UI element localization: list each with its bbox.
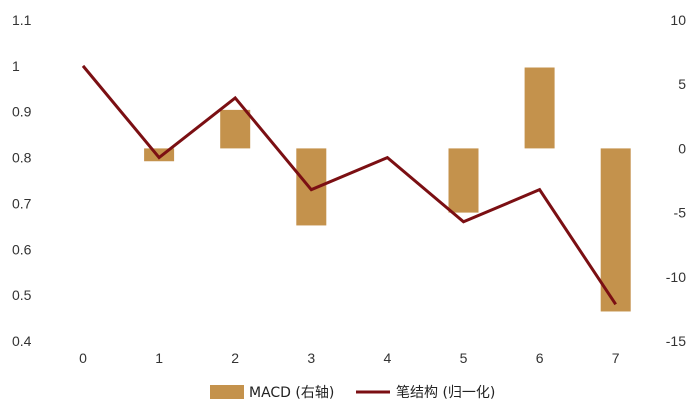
macd-bar-5 [448,148,479,213]
macd-bar-2 [220,109,251,149]
macd-bar-6 [524,67,555,149]
pen-structure-line [81,64,617,306]
x-tick-label: 0 [79,350,87,366]
right-tick-label: 10 [670,12,686,28]
right-tick-label: -5 [674,205,687,221]
left-axis-ticks: 0.4 0.5 0.6 0.7 0.8 0.9 1 1.1 [12,12,32,349]
left-tick-label: 1 [12,58,20,74]
legend: MACD (右轴) 笔结构 (归一化) [210,384,495,401]
left-tick-label: 0.9 [12,104,32,120]
left-tick-label: 0.6 [12,241,32,257]
x-tick-label: 1 [155,350,163,366]
legend-swatch-macd [210,385,244,399]
x-tick-label: 6 [536,350,544,366]
right-axis-ticks: -15 -10 -5 0 5 10 [666,12,686,349]
x-tick-label: 2 [231,350,239,366]
x-tick-label: 4 [384,350,392,366]
x-tick-label: 3 [307,350,315,366]
x-tick-label: 7 [612,350,620,366]
x-axis-ticks: 0 1 2 3 4 5 6 7 [79,350,620,366]
left-tick-label: 0.8 [12,150,32,166]
macd-bars [144,67,631,312]
legend-label-pen: 笔结构 (归一化) [396,384,495,401]
macd-bar-7 [600,148,631,312]
left-tick-label: 0.7 [12,195,32,211]
right-tick-label: -10 [666,269,686,285]
pen-structure-line-group [81,64,617,306]
right-tick-label: 0 [678,140,686,156]
macd-bar-3 [296,148,327,226]
right-tick-label: 5 [678,76,686,92]
left-tick-label: 0.5 [12,287,32,303]
right-tick-label: -15 [666,333,686,349]
legend-label-macd: MACD (右轴) [249,385,334,401]
left-tick-label: 1.1 [12,12,32,28]
left-tick-label: 0.4 [12,333,32,349]
x-tick-label: 5 [460,350,468,366]
